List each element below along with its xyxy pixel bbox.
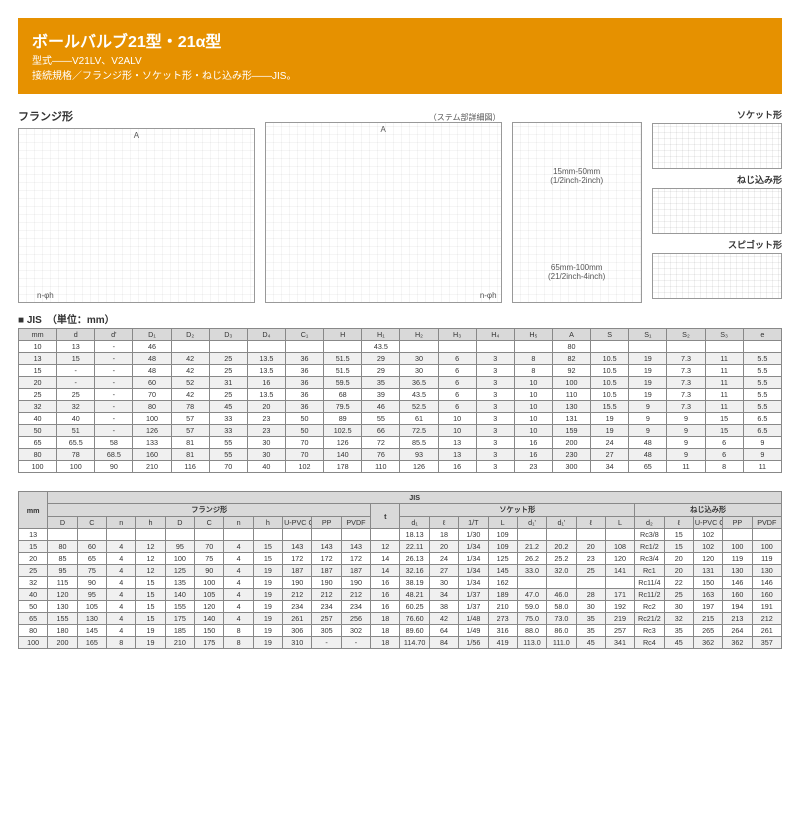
t1-col: D₁ <box>133 329 171 341</box>
diagram-side-col: ソケット形 ねじ込み形 スピゴット形 <box>652 108 782 303</box>
table-row: 100200165819210175819310--18114.70841/56… <box>19 637 782 649</box>
spigot-label: スピゴット形 <box>652 238 782 251</box>
diagram-thread <box>652 188 782 234</box>
t1-col: H₃ <box>438 329 476 341</box>
table-row: 501301054151551204192342342341660.25381/… <box>19 601 782 613</box>
t1-col: H <box>324 329 362 341</box>
table-row: 2525-70422513.536683943.5631011010.5197.… <box>19 389 782 401</box>
stem-note: （ステム部詳細図） <box>429 112 501 123</box>
t2-mm: mm <box>19 492 48 529</box>
diagram-flange-box: A n-φh <box>18 128 255 303</box>
table-row: 801801454191851508193063053021889.60641/… <box>19 625 782 637</box>
t2-col: d₂ <box>635 517 664 529</box>
t1-col: S₂ <box>667 329 705 341</box>
header-subtitle-2: 接続規格／フランジ形・ソケット形・ねじ込み形——JIS。 <box>32 69 768 84</box>
diagram-flange: フランジ形 A n-φh <box>18 108 255 303</box>
diagram-row: フランジ形 A n-φh （ステム部詳細図） A n-φh 15mm-50mm(… <box>0 108 800 303</box>
diagram-socket <box>652 123 782 169</box>
t2-col: PVDF <box>341 517 370 529</box>
t1-col: S₃ <box>705 329 743 341</box>
t1-col: H₅ <box>514 329 552 341</box>
page-title: ボールバルブ21型・21α型 <box>32 28 768 52</box>
t1-col: H₄ <box>476 329 514 341</box>
table1-title: ■ JIS （単位：mm） <box>18 311 782 326</box>
table-row: 651551304151751404192612572561876.60421/… <box>19 613 782 625</box>
table-row: 1001009021011670401021781101261632330034… <box>19 461 782 473</box>
table-row: 15806041295704151431431431222.11201/3410… <box>19 541 782 553</box>
t1-col: H₂ <box>400 329 438 341</box>
diagram-section: （ステム部詳細図） A n-φh <box>265 108 502 303</box>
diagram-front-box: 15mm-50mm(1/2inch-2inch) 65mm-100mm(21/2… <box>512 122 642 303</box>
t2-col: PVDF <box>752 517 781 529</box>
table-row: 1013-4643.580 <box>19 341 782 353</box>
header-band: ボールバルブ21型・21α型 型式——V21LV、V2ALV 接続規格／フランジ… <box>18 18 782 94</box>
t2-col: C <box>77 517 106 529</box>
t1-col: S₁ <box>629 329 667 341</box>
t1-col: S <box>591 329 629 341</box>
table-row: 6565.558133815530701267285.5133162002448… <box>19 437 782 449</box>
t2-col: d₁' <box>517 517 546 529</box>
diagram-flange-label: フランジ形 <box>18 108 255 124</box>
diagram-spigot <box>652 253 782 299</box>
t1-col: mm <box>19 329 57 341</box>
t2-jis: JIS <box>48 492 782 504</box>
t1-col: A <box>552 329 590 341</box>
t2-col: L <box>605 517 634 529</box>
table-jis-connection: mm JIS フランジ形 t ソケット形 ねじ込み形 DCnhDCnhU-PVC… <box>18 491 782 649</box>
t2-col: C <box>195 517 224 529</box>
t1-col: e <box>743 329 781 341</box>
table-row: 807868.516081553070140769313316230274896… <box>19 449 782 461</box>
t2-flange: フランジ形 <box>48 504 371 517</box>
tables-area: ■ JIS （単位：mm） mmdd'D₁D₂D₃D₄C₁HH₁H₂H₃H₄H₅… <box>0 311 800 649</box>
t1-col: D₄ <box>247 329 285 341</box>
t2-thread: ねじ込み形 <box>635 504 782 517</box>
t2-col: ℓ <box>576 517 605 529</box>
header-subtitle-1: 型式——V21LV、V2ALV <box>32 54 768 69</box>
table-row: 5051-12657332350102.56672.51031015919991… <box>19 425 782 437</box>
t1-col: d' <box>95 329 133 341</box>
table-row: 40120954151401054192122122121648.21341/3… <box>19 589 782 601</box>
table-row: 15--48422513.53651.529306389210.5197.311… <box>19 365 782 377</box>
table-row: 20--605231163659.53536.5631010010.5197.3… <box>19 377 782 389</box>
t1-col: D₃ <box>209 329 247 341</box>
table-row: 32115904151351004191901901901638.19301/3… <box>19 577 782 589</box>
table-row: 208565412100754151721721721426.13241/341… <box>19 553 782 565</box>
t1-col: C₁ <box>285 329 323 341</box>
t1-col: D₂ <box>171 329 209 341</box>
table-jis-dimensions: mmdd'D₁D₂D₃D₄C₁HH₁H₂H₃H₄H₅ASS₁S₂S₃e 1013… <box>18 328 782 473</box>
t2-col: d₁' <box>547 517 576 529</box>
t2-socket: ソケット形 <box>400 504 635 517</box>
table-row: 1315-48422513.53651.529306388210.5197.31… <box>19 353 782 365</box>
diagram-front: 15mm-50mm(1/2inch-2inch) 65mm-100mm(21/2… <box>512 108 642 303</box>
t2-col: h <box>136 517 165 529</box>
table-row: 3232-807845203679.54652.5631013015.597.3… <box>19 401 782 413</box>
t2-col: L <box>488 517 517 529</box>
table-row: 4040-10057332350895561103101311999156.5 <box>19 413 782 425</box>
t1-col: H₁ <box>362 329 400 341</box>
t1-col: d <box>57 329 95 341</box>
t2-col: n <box>224 517 253 529</box>
t2-col: ℓ <box>664 517 693 529</box>
t2-col: D <box>48 517 77 529</box>
t2-col: 1/T <box>459 517 488 529</box>
table-row: 1318.13181/30109Rc3/815102 <box>19 529 782 541</box>
t2-col: h <box>253 517 282 529</box>
diagram-section-box: （ステム部詳細図） A n-φh <box>265 122 502 303</box>
t2-col: n <box>107 517 136 529</box>
t2-col: PP <box>723 517 752 529</box>
thread-label: ねじ込み形 <box>652 173 782 186</box>
t2-col: ℓ <box>429 517 458 529</box>
t2-col: U-PVC C-PVC <box>693 517 722 529</box>
t2-col: D <box>165 517 194 529</box>
socket-label: ソケット形 <box>652 108 782 121</box>
t2-col: d₁ <box>400 517 429 529</box>
t2-col: U-PVC C-PVC <box>283 517 312 529</box>
table-row: 259575412125904191871871871432.16271/341… <box>19 565 782 577</box>
t2-col: PP <box>312 517 341 529</box>
